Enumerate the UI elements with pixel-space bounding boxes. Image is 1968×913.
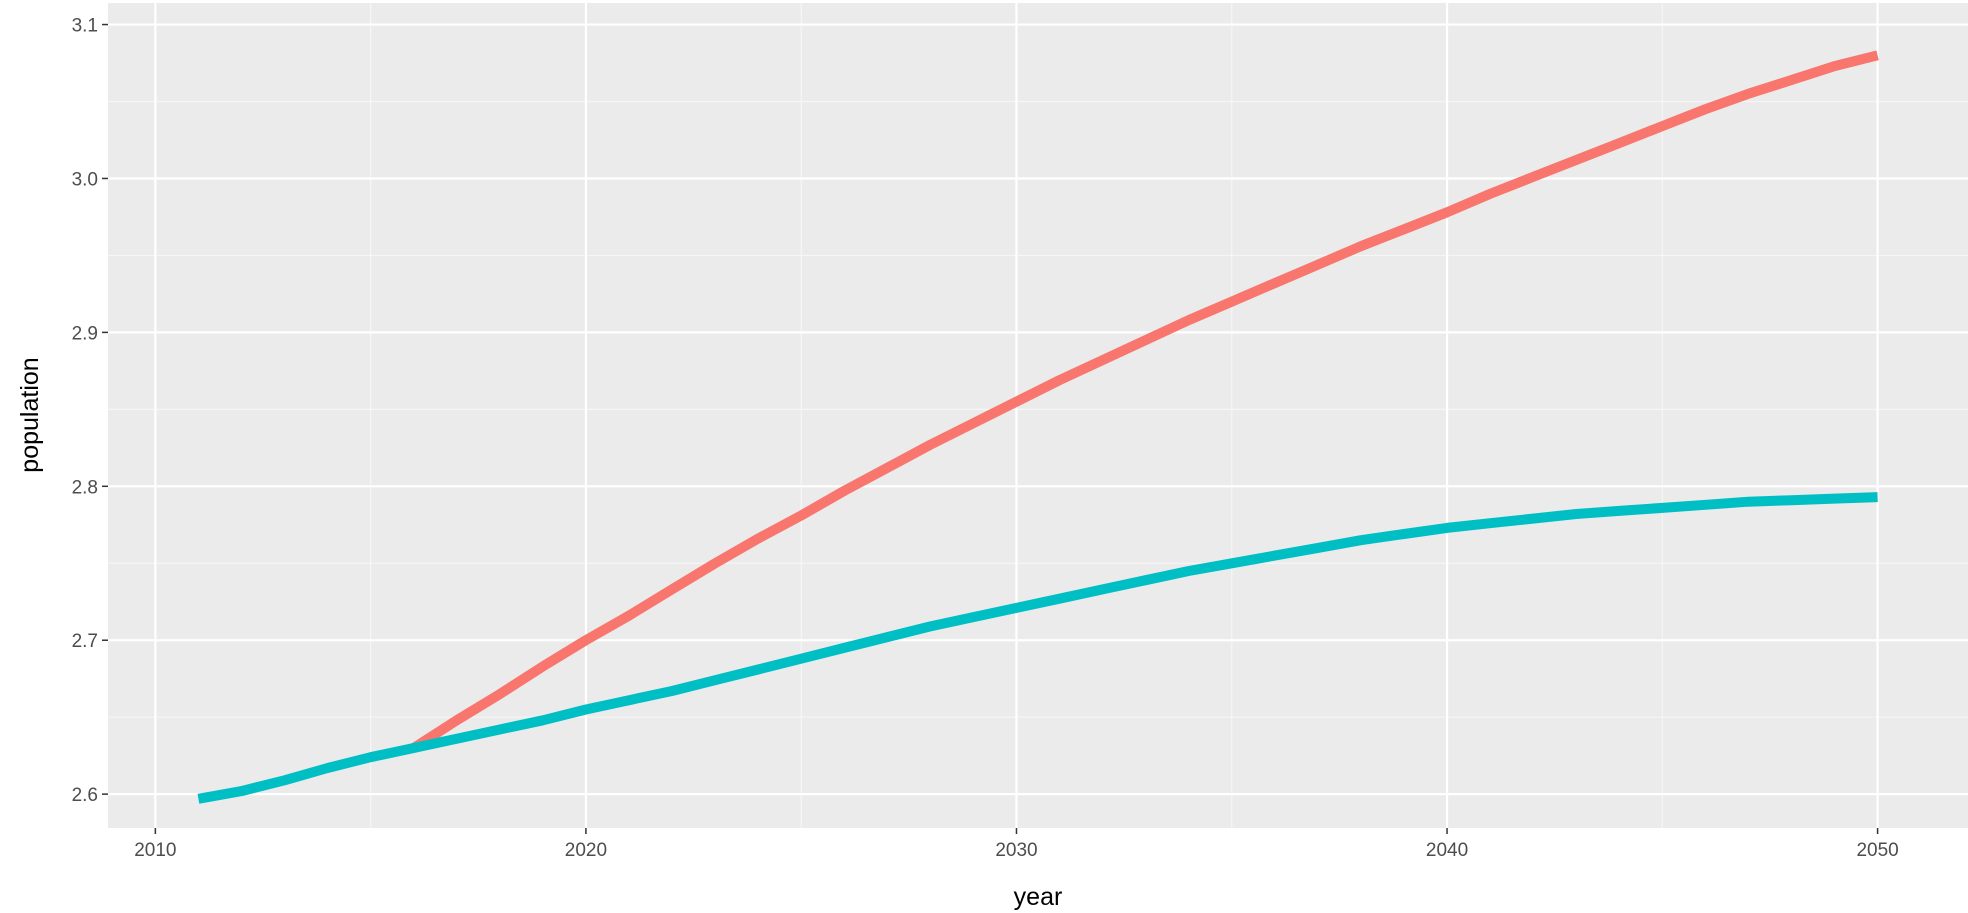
major-gridlines [108, 3, 1968, 828]
y-tick-label: 2.6 [72, 785, 98, 806]
plot-panel [108, 3, 1968, 828]
series-line-2 [197, 492, 1878, 804]
y-tick-label: 3.0 [72, 169, 98, 190]
series-lines [197, 50, 1879, 804]
x-tick-label: 2040 [1426, 840, 1468, 861]
y-tick-label: 3.1 [72, 16, 98, 37]
x-tick-label: 2030 [995, 840, 1037, 861]
x-axis: 2010 2020 2030 2040 2050 [134, 828, 1899, 861]
y-tick-label: 2.9 [72, 323, 98, 344]
x-tick-label: 2020 [565, 840, 607, 861]
y-tick-label: 2.8 [72, 477, 98, 498]
series-line-1 [410, 50, 1879, 753]
x-tick-label: 2010 [134, 840, 176, 861]
y-axis: 2.6 2.7 2.8 2.9 3.0 3.1 [72, 16, 108, 806]
minor-gridlines [108, 3, 1968, 828]
x-axis-title: year [1014, 883, 1063, 911]
x-tick-label: 2050 [1856, 840, 1898, 861]
y-tick-label: 2.7 [72, 631, 98, 652]
y-axis-title: population [16, 357, 44, 472]
